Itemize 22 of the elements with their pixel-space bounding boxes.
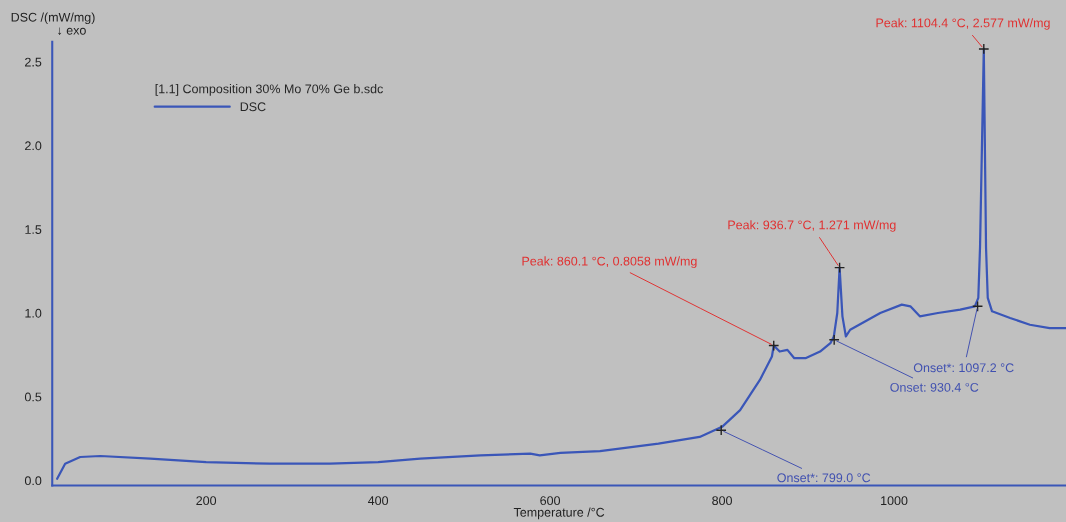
y-tick-label: 1.5 — [25, 225, 42, 234]
x-tick-label: 600 — [540, 496, 561, 506]
annotation: Peak: 936.7 °C, 1.271 mW/mg — [728, 220, 896, 232]
y-tick-label: 0.0 — [24, 476, 42, 486]
y-axis-title: DSC /(mW/mg) — [11, 12, 95, 25]
annotation: Onset*: 1097.2 °C — [913, 363, 1014, 373]
annotation: Onset*: 799.0 °C — [777, 473, 871, 483]
legend-title: [1.1] Composition 30% Mo 70% Ge b.sdc — [155, 84, 383, 96]
text: ↓ exo — [58, 27, 86, 35]
annotation: Onset: 930.4 °C — [890, 382, 979, 392]
text: DSC — [240, 102, 266, 112]
annotation: Peak: 1104.4 °C, 2.577 mW/mg — [876, 18, 1050, 30]
y-tick-label: 2.5 — [25, 57, 42, 67]
y-tick-label: 0.5 — [24, 392, 42, 402]
x-tick-label: 800 — [712, 496, 732, 506]
x-tick-label: 200 — [196, 496, 217, 506]
y-tick-label: 2.0 — [25, 141, 42, 151]
x-axis-title: Temperature /°C — [513, 507, 605, 520]
annotation: Peak: 860.1 °C, 0.8058 mW/mg — [522, 256, 697, 269]
x-tick-label: 1000 — [881, 496, 908, 506]
y-tick-label: 1.0 — [25, 308, 42, 318]
x-tick-label: 400 — [367, 496, 389, 506]
